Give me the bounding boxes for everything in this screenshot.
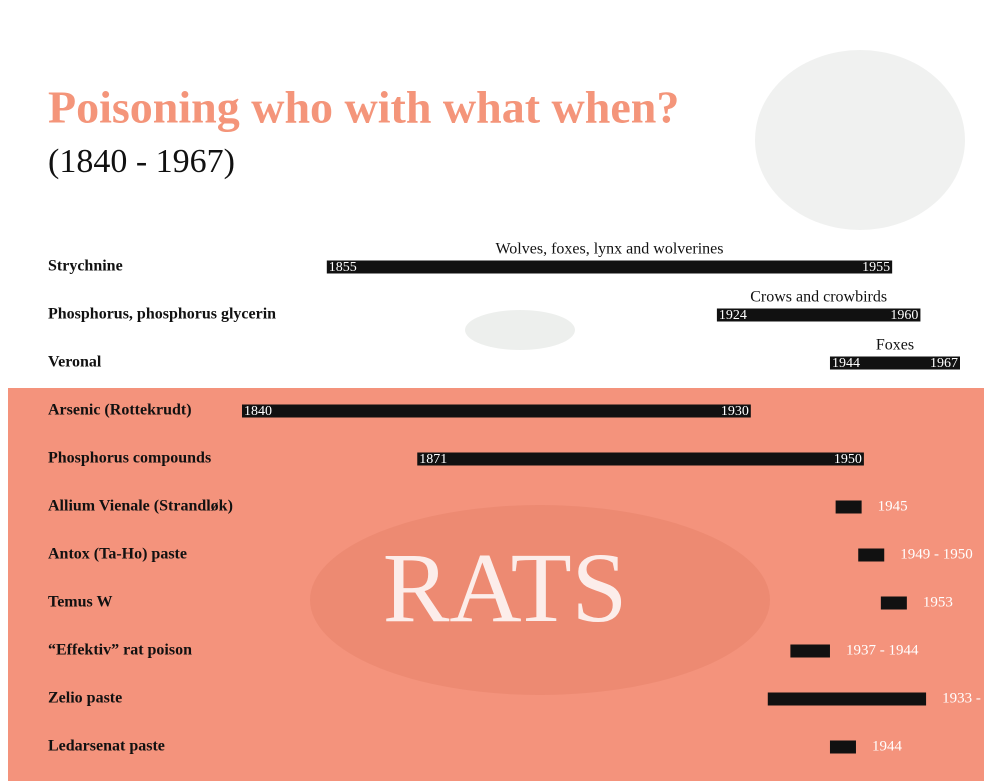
wolf-sketch — [755, 50, 965, 230]
row-name: Phosphorus compounds — [48, 450, 211, 467]
bar — [242, 405, 751, 418]
bar-end: 1930 — [721, 404, 749, 419]
row-name: Strychnine — [48, 258, 123, 275]
range-label: 1953 — [923, 594, 953, 610]
range-label: 1949 - 1950 — [900, 546, 973, 562]
bar — [790, 645, 830, 658]
row-name: Phosphorus, phosphorus glycerin — [48, 306, 276, 323]
row-name: Allium Vienale (Strandløk) — [48, 498, 233, 515]
bar — [768, 693, 926, 706]
bar — [858, 549, 884, 562]
row-name: Arsenic (Rottekrudt) — [48, 402, 192, 419]
range-label: 1937 - 1944 — [846, 642, 919, 658]
chart-subtitle: (1840 - 1967) — [48, 143, 235, 180]
range-label: 1933 - 1961 — [942, 690, 984, 706]
row-name: Antox (Ta-Ho) paste — [48, 546, 187, 563]
bar-end: 1960 — [890, 308, 918, 323]
bar-start: 1840 — [244, 404, 272, 419]
bar-start: 1924 — [719, 308, 747, 323]
bar-end: 1967 — [930, 356, 958, 371]
bar-start: 1944 — [832, 356, 860, 371]
row-name: Veronal — [48, 354, 102, 371]
bar — [830, 741, 856, 754]
chart-title: Poisoning who with what when? — [48, 82, 679, 133]
bar — [417, 453, 864, 466]
target: Foxes — [876, 337, 914, 354]
row-name: “Effektiv” rat poison — [48, 642, 192, 659]
row-name: Temus W — [48, 594, 112, 611]
range-label: 1944 — [872, 738, 903, 754]
row-name: Zelio paste — [48, 690, 122, 707]
range-label: 1945 — [878, 498, 908, 514]
rats-label: RATS — [383, 532, 628, 643]
bar — [327, 261, 892, 274]
bird-skull-sketch — [465, 310, 575, 350]
bar — [836, 501, 862, 514]
bar — [881, 597, 907, 610]
target: Crows and crowbirds — [750, 289, 887, 306]
row-name: Ledarsenat paste — [48, 738, 165, 755]
bar-end: 1950 — [834, 452, 862, 467]
bar-end: 1955 — [862, 260, 890, 275]
infographic: RATS Poisoning who with what when? (1840… — [0, 0, 984, 781]
target: Wolves, foxes, lynx and wolverines — [495, 241, 723, 258]
bar-start: 1871 — [419, 452, 447, 467]
bar-start: 1855 — [329, 260, 357, 275]
